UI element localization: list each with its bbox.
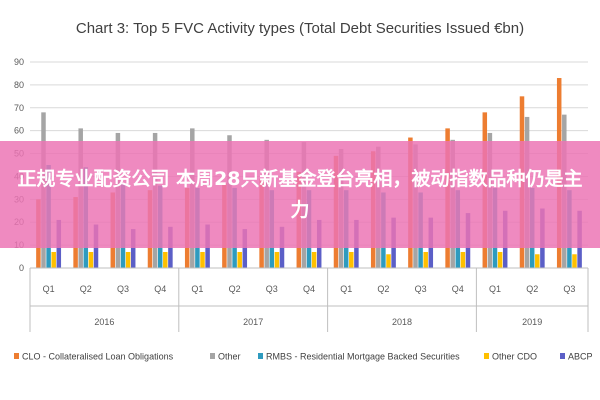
y-tick-label: 70 — [14, 103, 24, 113]
x-tick-label: Q3 — [117, 284, 129, 294]
x-tick-label: Q1 — [489, 284, 501, 294]
legend-label: RMBS - Residential Mortgage Backed Secur… — [266, 352, 460, 362]
x-tick-label: Q3 — [563, 284, 575, 294]
x-tick-label: Q3 — [266, 284, 278, 294]
y-tick-label: 90 — [14, 57, 24, 67]
legend-swatch — [258, 353, 263, 359]
legend-swatch — [210, 353, 215, 359]
bar — [237, 251, 242, 268]
x-tick-label: Q1 — [43, 284, 55, 294]
legend-swatch — [560, 353, 565, 359]
legend-label: Other — [218, 352, 241, 362]
ad-banner-text[interactable]: 正规专业配资公司 本周28只新基金登台亮相，被动指数品种仍是主力 — [17, 167, 583, 221]
year-label: 2016 — [94, 317, 114, 327]
bar — [242, 229, 248, 268]
bar — [460, 251, 466, 268]
y-tick-label: 60 — [14, 126, 24, 136]
bar — [125, 251, 131, 268]
bar — [311, 251, 317, 268]
legend-label: CLO - Collateralised Loan Obligations — [22, 352, 174, 362]
year-label: 2019 — [522, 317, 542, 327]
bar — [130, 229, 136, 268]
bar — [88, 251, 94, 268]
legend-swatch — [484, 353, 489, 359]
x-tick-label: Q2 — [229, 284, 241, 294]
x-tick-label: Q2 — [377, 284, 389, 294]
legend-swatch — [14, 353, 19, 359]
y-tick-label: 80 — [14, 80, 24, 90]
bar — [349, 251, 354, 268]
bar — [274, 251, 280, 268]
x-axis-labels: Q1 Q2 Q3 Q4 Q1 Q2 Q3 Q4 Q1 Q2 Q3 Q4 Q1 Q2 Q3 2016 2017 20… — [29, 267, 589, 332]
chart-title: Chart 3: Top 5 FVC Activity types (Total… — [76, 20, 524, 37]
x-tick-label: Q2 — [526, 284, 538, 294]
bar — [497, 251, 503, 268]
x-tick-label: Q3 — [415, 284, 427, 294]
bar — [200, 251, 205, 268]
bar — [163, 251, 168, 268]
legend-label: ABCP — [568, 352, 593, 362]
bar — [423, 251, 428, 268]
bar — [535, 254, 540, 268]
x-tick-label: Q1 — [191, 284, 203, 294]
x-tick-label: Q2 — [80, 284, 92, 294]
x-tick-label: Q1 — [340, 284, 352, 294]
legend: CLO - Collateralised Loan Obligations Oth… — [14, 352, 593, 362]
ad-banner[interactable]: 正规专业配资公司 本周28只新基金登台亮相，被动指数品种仍是主力 — [0, 141, 600, 248]
year-label: 2018 — [392, 317, 412, 327]
x-tick-label: Q4 — [154, 284, 166, 294]
bar — [386, 254, 391, 268]
bar — [51, 251, 56, 268]
legend-label: Other CDO — [492, 352, 537, 362]
x-tick-label: Q4 — [303, 284, 315, 294]
year-label: 2017 — [243, 317, 263, 327]
y-tick-label: 0 — [19, 263, 24, 273]
x-tick-label: Q4 — [452, 284, 464, 294]
bar — [572, 254, 577, 268]
